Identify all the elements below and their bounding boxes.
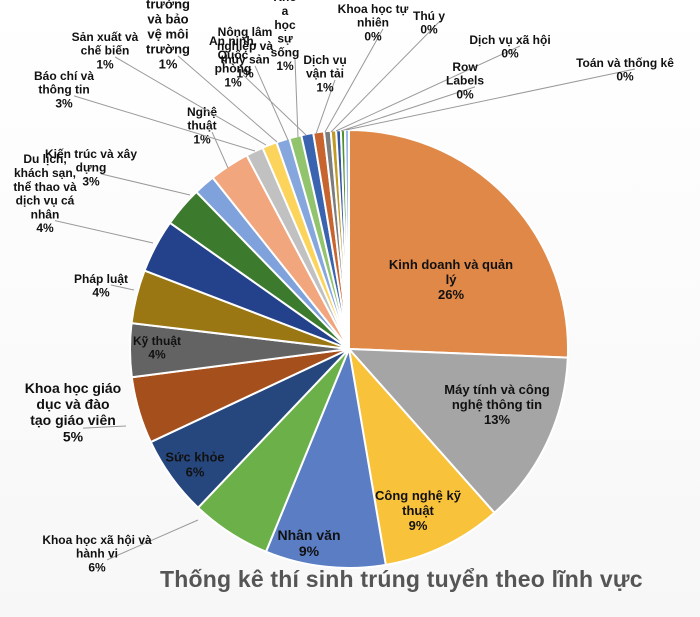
slice-label-10: Du lịch, khách sạn, thể thao và dịch vụ cá n… (13, 152, 77, 235)
slice-label-11: Kiến trúc và xây dựng 3% (45, 147, 137, 189)
leader-line-14 (114, 56, 267, 146)
leader-line-17 (294, 58, 299, 138)
chart-title: Thống kê thí sinh trúng tuyển theo lĩnh … (160, 566, 643, 592)
slice-label-16: Nông lâm nghiệp và thủy sản 1% (217, 25, 273, 80)
slice-label-17: Khoahọcsựsống1% (271, 0, 300, 73)
slice-label-3: Công nghệ kỹ thuật 9% (375, 488, 462, 533)
leader-line-11 (100, 173, 191, 196)
slice-label-7: Khoa học giáo dục và đào tạo giáo viên 5% (25, 380, 121, 444)
slice-label-23: Row Labels 0% (446, 60, 484, 102)
leader-line-13 (73, 95, 256, 152)
slice-label-4: Nhân văn 9% (277, 527, 340, 559)
leader-line-10 (54, 220, 154, 244)
leader-line-7 (82, 425, 127, 429)
leader-line-5 (106, 519, 199, 561)
slice-label-2: Máy tính và công nghệ thông tin 13% (444, 382, 550, 427)
leader-line-16 (254, 65, 289, 141)
slice-label-6: Sức khỏe 6% (165, 449, 224, 479)
leader-line-24 (345, 68, 636, 131)
leader-line-21 (330, 21, 440, 133)
pie-slice-3 (347, 345, 496, 567)
leader-line-12 (211, 131, 229, 169)
slice-label-8: Kỹ thuật 4% (133, 334, 181, 362)
leader-line-9 (110, 284, 135, 291)
leader-line-20 (324, 28, 384, 133)
leader-line-23 (340, 86, 476, 132)
slice-label-19: Dịch vụ vận tải 1% (303, 53, 346, 95)
pie-slice-2 (346, 347, 569, 515)
slice-label-5: Khoa học xã hội và hành vi 6% (42, 533, 152, 575)
leader-line-19 (315, 79, 336, 135)
slice-label-21: Thú y 0% (413, 9, 445, 37)
leader-line-15 (177, 55, 278, 143)
slice-label-1: Kinh doanh và quản lý 26% (389, 257, 513, 302)
pie-slice-1 (348, 128, 569, 359)
slice-label-14: Sản xuất và chế biến 1% (72, 30, 139, 72)
slice-label-24: Toán và thống kê 0% (576, 56, 674, 84)
slice-label-9: Pháp luật 4% (74, 272, 128, 300)
leader-line-22 (335, 45, 521, 132)
leader-line-18 (242, 74, 307, 136)
slice-label-20: Khoa học tự nhiên 0% (338, 2, 409, 44)
pie-slice-4 (264, 345, 387, 569)
slice-label-22: Dịch vụ xã hội 0% (469, 33, 550, 61)
slice-label-18: An ninh, Quốc phòng 1% (209, 34, 257, 89)
slice-label-12: Nghệ thuật 1% (187, 105, 217, 147)
slice-label-13: Báo chí và thông tin 3% (34, 69, 94, 111)
